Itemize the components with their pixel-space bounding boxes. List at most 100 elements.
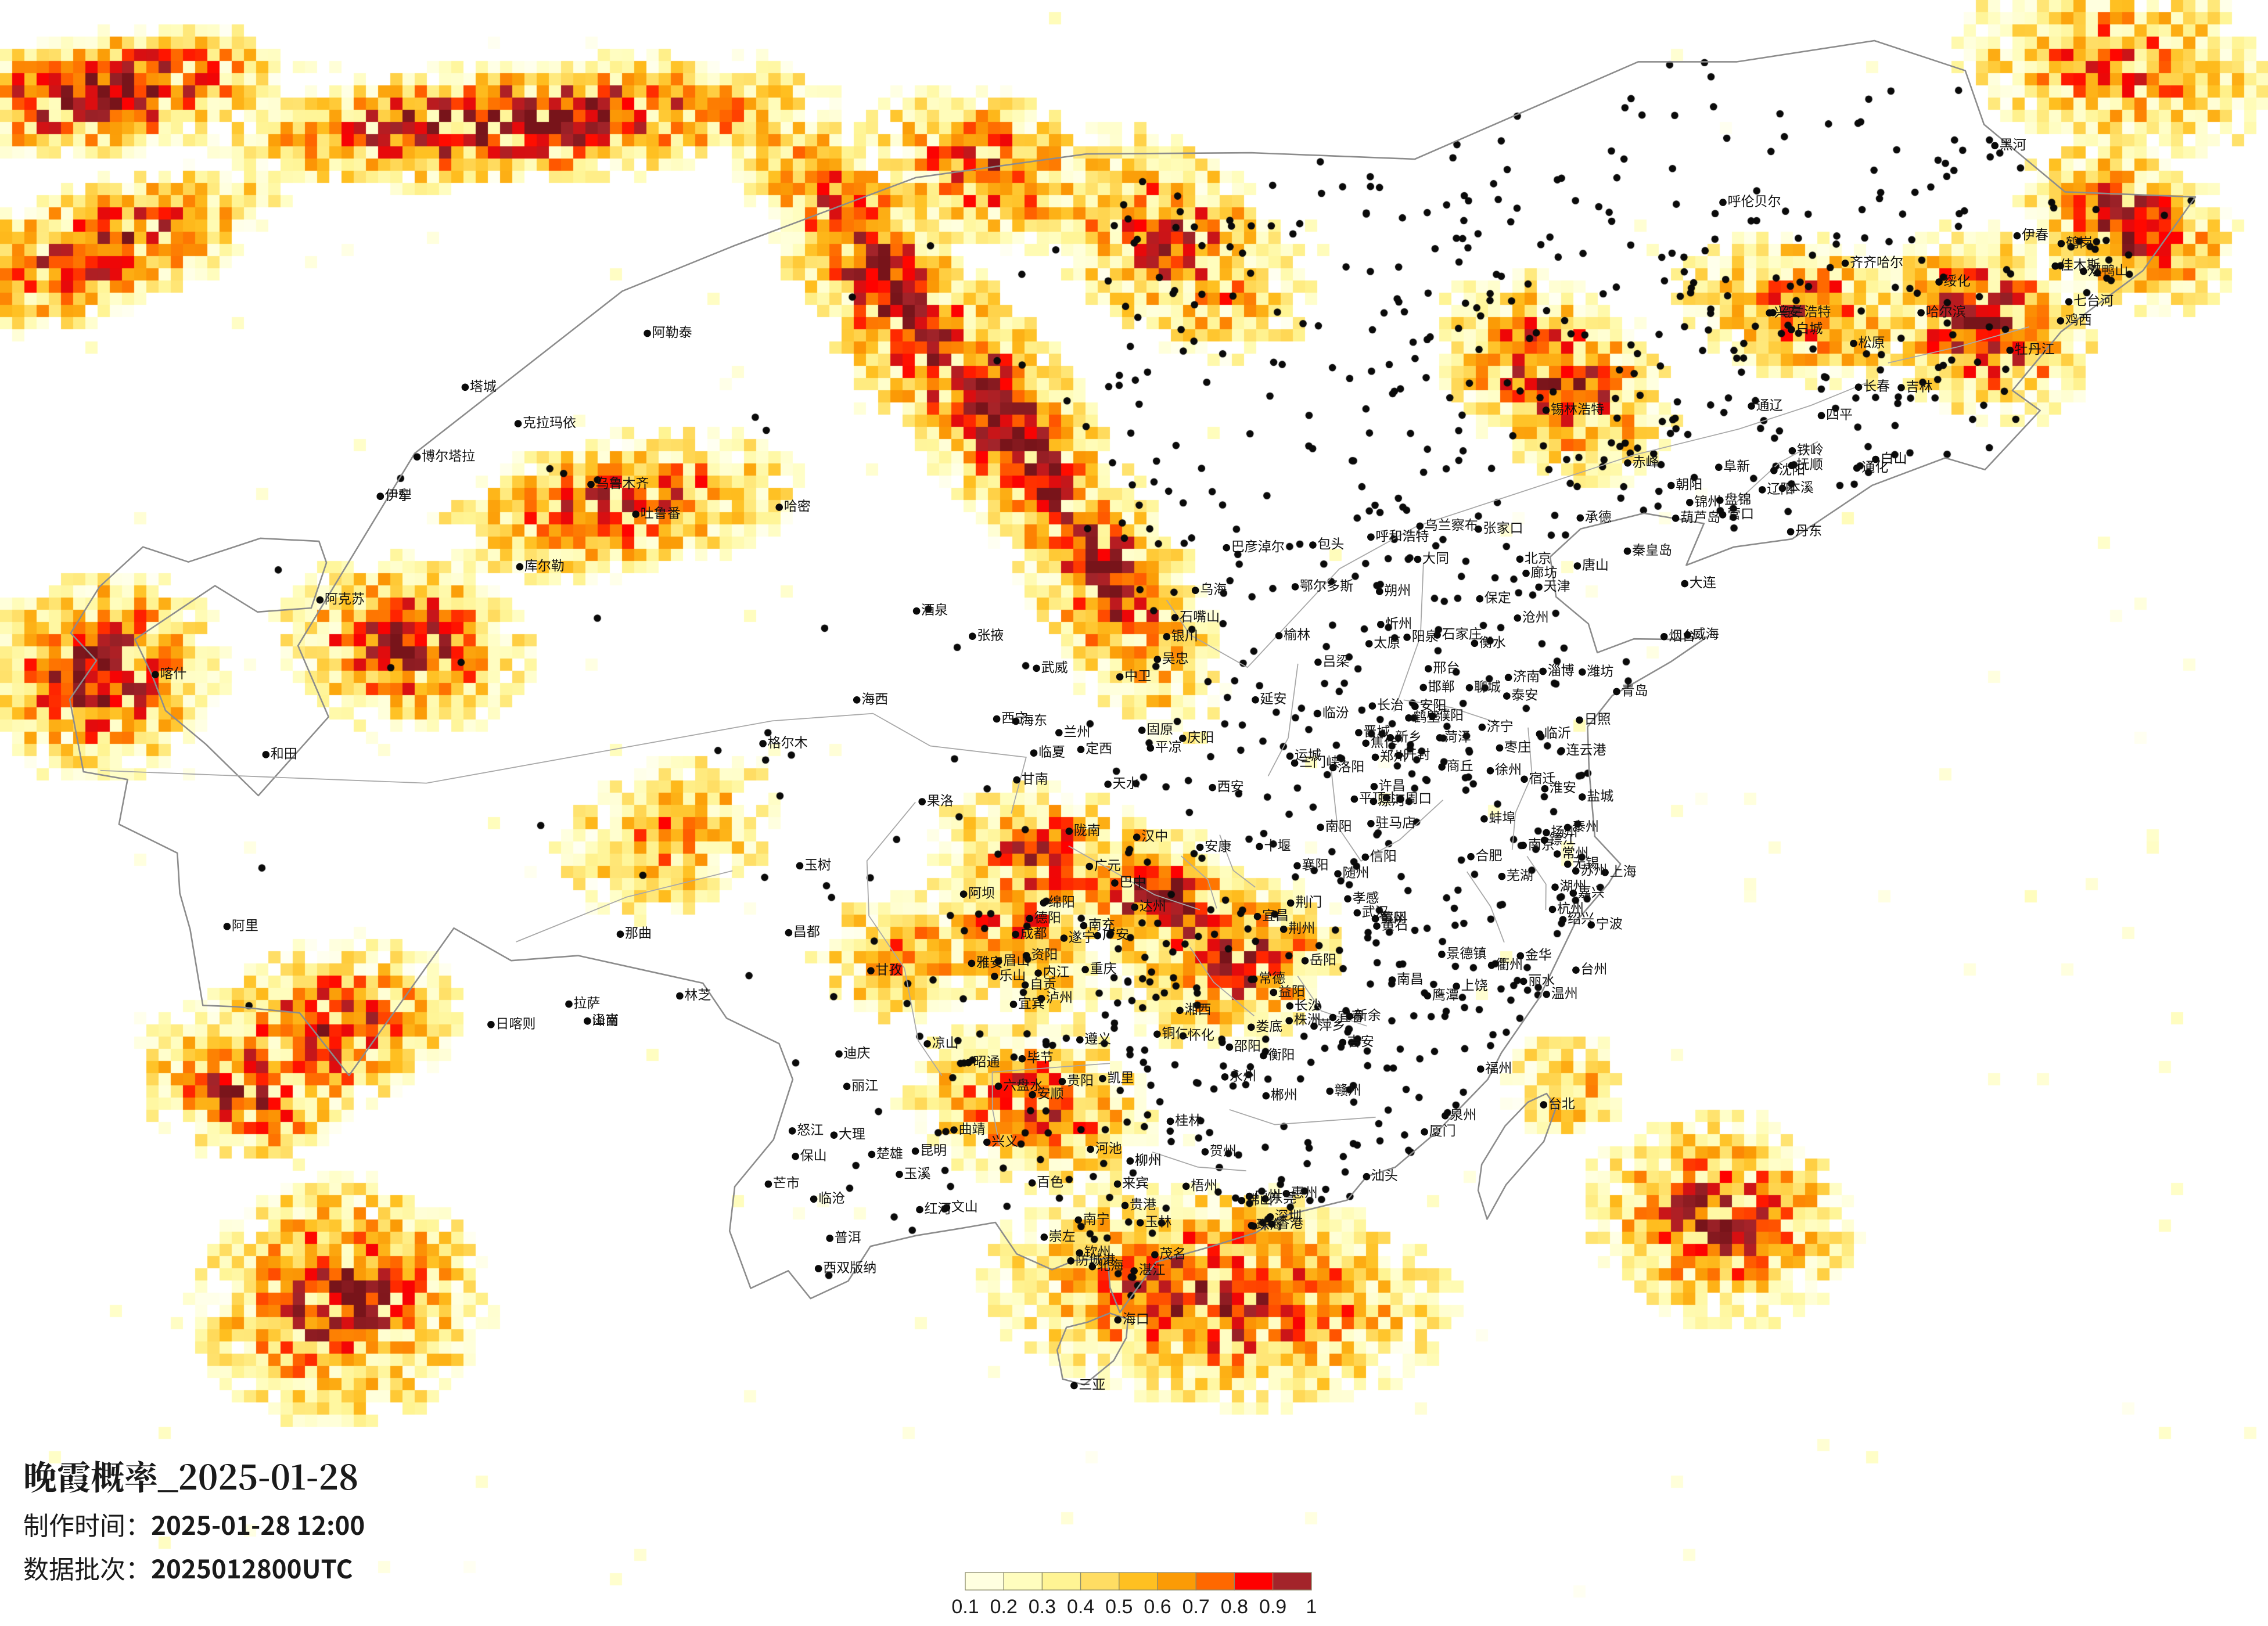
svg-text:鄂尔多斯: 鄂尔多斯 [1300,574,1353,594]
svg-text:0.6: 0.6 [1144,1596,1171,1618]
svg-text:鹤岗: 鹤岗 [2066,232,2093,251]
svg-text:晚霞概率_2025-01-28: 晚霞概率_2025-01-28 [23,1451,358,1499]
svg-text:赣州: 赣州 [1335,1079,1361,1099]
svg-text:宜昌: 宜昌 [1262,904,1289,924]
svg-text:巴彦淖尔: 巴彦淖尔 [1231,535,1285,555]
svg-text:那曲: 那曲 [625,922,652,942]
svg-text:昆明: 昆明 [920,1139,947,1159]
svg-text:0.2: 0.2 [990,1596,1018,1618]
svg-text:菏泽: 菏泽 [1444,725,1471,745]
svg-text:保山: 保山 [800,1144,827,1164]
svg-text:崇左: 崇左 [1049,1225,1076,1244]
svg-text:榆林: 榆林 [1284,624,1310,643]
svg-text:湖州: 湖州 [1560,875,1587,895]
svg-text:南昌: 南昌 [1397,968,1424,988]
svg-text:芒市: 芒市 [773,1172,800,1192]
svg-text:中卫: 中卫 [1124,665,1151,685]
svg-text:毕节: 毕节 [1027,1046,1054,1066]
svg-text:襄阳: 襄阳 [1302,854,1329,873]
svg-text:唐山: 唐山 [1582,554,1609,574]
svg-text:枣庄: 枣庄 [1504,736,1531,756]
svg-text:赤峰: 赤峰 [1633,451,1659,470]
svg-text:大理: 大理 [839,1123,865,1143]
svg-text:邵阳: 邵阳 [1234,1035,1261,1055]
svg-text:随州: 随州 [1343,862,1370,882]
svg-text:秦皇岛: 秦皇岛 [1632,539,1672,559]
svg-text:周口: 周口 [1405,787,1432,807]
svg-text:郴州: 郴州 [1271,1084,1297,1103]
svg-text:太原: 太原 [1374,632,1400,652]
svg-text:山南: 山南 [592,1009,619,1028]
svg-text:巴中: 巴中 [1119,871,1146,891]
svg-text:石嘴山: 石嘴山 [1180,606,1220,625]
svg-text:济宁: 济宁 [1487,715,1514,735]
svg-text:徐州: 徐州 [1495,758,1522,778]
svg-text:娄底: 娄底 [1256,1015,1282,1035]
svg-text:吉林: 吉林 [1906,376,1933,395]
svg-text:鹰潭: 鹰潭 [1432,984,1459,1003]
svg-text:保定: 保定 [1485,587,1511,606]
svg-text:玉溪: 玉溪 [904,1162,931,1182]
svg-text:长治: 长治 [1377,694,1404,714]
svg-text:通化: 通化 [1861,456,1888,476]
svg-text:广安: 广安 [1102,923,1129,943]
svg-text:数据批次：2025012800UTC: 数据批次：2025012800UTC [23,1549,353,1586]
svg-text:制作时间：2025-01-28 12:00: 制作时间：2025-01-28 12:00 [23,1505,365,1542]
svg-text:双鸭山: 双鸭山 [2088,259,2128,279]
svg-text:临汾: 临汾 [1322,702,1349,721]
svg-text:防城港: 防城港 [1076,1249,1116,1268]
svg-text:威海: 威海 [1692,623,1719,642]
svg-text:梧州: 梧州 [1191,1174,1217,1194]
svg-text:安康: 安康 [1205,835,1231,855]
svg-text:孝感: 孝感 [1353,887,1379,906]
svg-text:朔州: 朔州 [1384,580,1411,599]
svg-text:阿里: 阿里 [232,914,258,934]
svg-text:0.8: 0.8 [1221,1596,1248,1618]
svg-text:济南: 济南 [1513,665,1540,685]
svg-text:吐鲁番: 吐鲁番 [641,502,681,522]
svg-text:盐城: 盐城 [1587,785,1613,804]
svg-text:塔城: 塔城 [470,375,497,395]
svg-text:内江: 内江 [1043,961,1070,981]
svg-text:佛山: 佛山 [1246,1188,1273,1208]
svg-text:甘孜: 甘孜 [875,959,902,979]
svg-text:凯里: 凯里 [1107,1066,1134,1086]
svg-text:鹤壁: 鹤壁 [1414,706,1440,725]
svg-text:铜仁: 铜仁 [1162,1022,1188,1042]
svg-text:庆阳: 庆阳 [1187,726,1214,746]
svg-text:玉树: 玉树 [804,854,831,873]
svg-text:阿坝: 阿坝 [968,882,995,902]
svg-text:衢州: 衢州 [1496,953,1523,973]
svg-text:营口: 营口 [1727,502,1754,522]
svg-text:包头: 包头 [1317,533,1344,553]
svg-text:武威: 武威 [1041,656,1068,676]
svg-text:萍乡: 萍乡 [1319,1014,1346,1034]
svg-text:呼伦贝尔: 呼伦贝尔 [1728,190,1781,210]
svg-text:福州: 福州 [1485,1057,1512,1077]
svg-text:石家庄: 石家庄 [1442,623,1482,643]
svg-text:驻马店: 驻马店 [1375,811,1415,831]
svg-text:天水: 天水 [1113,772,1140,792]
svg-text:新乡: 新乡 [1395,725,1422,745]
svg-text:喀什: 喀什 [160,663,186,682]
svg-text:蚌埠: 蚌埠 [1489,807,1515,826]
svg-text:玉林: 玉林 [1145,1211,1171,1231]
svg-text:海口: 海口 [1123,1308,1149,1328]
svg-text:0.7: 0.7 [1182,1596,1210,1618]
svg-text:张掖: 张掖 [977,624,1004,644]
svg-text:张家口: 张家口 [1483,517,1523,537]
svg-text:果洛: 果洛 [927,790,954,810]
svg-text:阿勒泰: 阿勒泰 [652,321,692,341]
svg-text:六盘水: 六盘水 [1003,1074,1043,1094]
svg-text:承德: 承德 [1585,506,1612,526]
svg-text:伊犁: 伊犁 [385,484,412,504]
svg-text:芜湖: 芜湖 [1507,864,1533,884]
svg-text:普洱: 普洱 [835,1226,861,1246]
svg-text:烟台: 烟台 [1669,624,1695,644]
svg-text:景德镇: 景德镇 [1446,942,1486,962]
svg-text:广元: 广元 [1094,854,1121,874]
svg-text:朝阳: 朝阳 [1676,473,1702,493]
svg-text:临夏: 临夏 [1038,741,1065,761]
svg-text:连云港: 连云港 [1566,739,1606,758]
svg-text:衡水: 衡水 [1479,631,1506,651]
